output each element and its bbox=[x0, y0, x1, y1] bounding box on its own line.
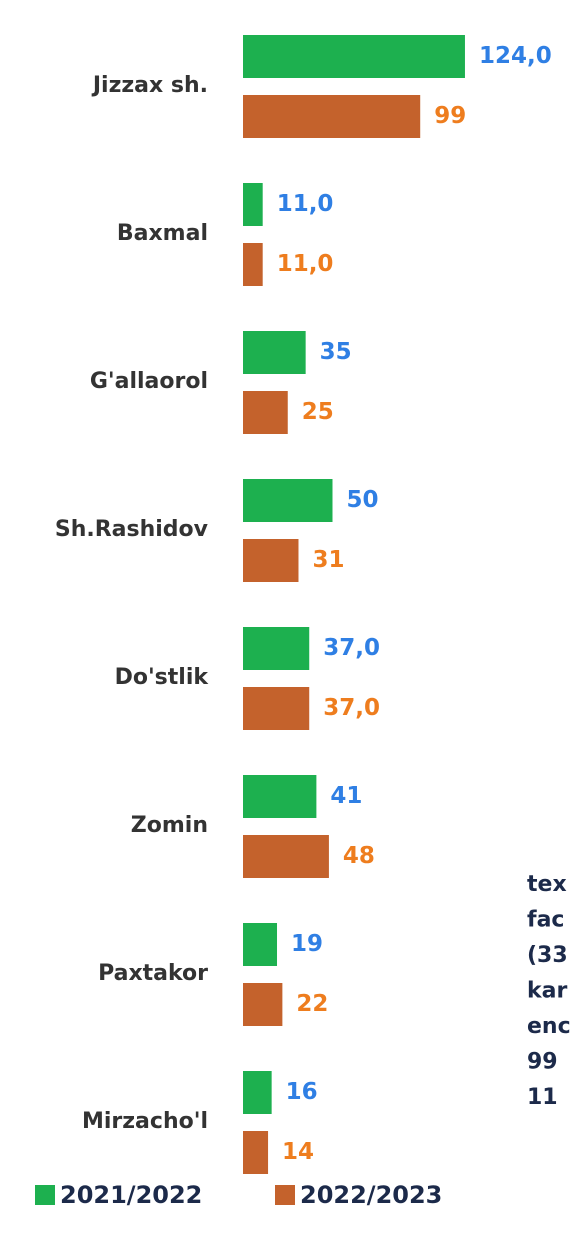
bar bbox=[243, 1071, 272, 1114]
value-label: 19 bbox=[291, 931, 323, 957]
value-label: 22 bbox=[296, 991, 328, 1017]
value-label: 31 bbox=[312, 547, 344, 573]
bar bbox=[243, 391, 288, 434]
text-fragment: kar bbox=[527, 979, 567, 1004]
category-label: Do'stlik bbox=[115, 665, 210, 690]
value-label: 124,0 bbox=[479, 43, 552, 69]
bar bbox=[243, 183, 263, 226]
bar bbox=[243, 687, 310, 730]
legend-swatch bbox=[275, 1185, 295, 1205]
value-label: 25 bbox=[302, 399, 334, 425]
legend-label: 2022/2023 bbox=[300, 1181, 442, 1209]
text-fragment: fac bbox=[527, 908, 564, 933]
value-label: 16 bbox=[286, 1079, 318, 1105]
category-label: Jizzax sh. bbox=[91, 73, 208, 98]
category-label: Mirzacho'l bbox=[82, 1109, 208, 1134]
value-label: 14 bbox=[282, 1139, 314, 1165]
value-label: 11,0 bbox=[277, 251, 334, 277]
bar bbox=[243, 983, 283, 1026]
legend-swatch bbox=[35, 1185, 55, 1205]
value-label: 41 bbox=[330, 783, 362, 809]
text-fragment: (33 bbox=[527, 943, 568, 968]
legend-label: 2021/2022 bbox=[60, 1181, 202, 1209]
value-label: 35 bbox=[320, 339, 352, 365]
bar bbox=[243, 95, 421, 138]
value-label: 37,0 bbox=[323, 635, 380, 661]
value-label: 48 bbox=[343, 843, 375, 869]
bar bbox=[243, 923, 278, 966]
value-label: 99 bbox=[434, 103, 466, 129]
text-fragment: tex bbox=[527, 872, 567, 897]
bar bbox=[243, 835, 329, 878]
bar bbox=[243, 539, 299, 582]
value-label: 37,0 bbox=[323, 695, 380, 721]
category-label: Sh.Rashidov bbox=[55, 517, 209, 542]
text-fragment: enc bbox=[527, 1014, 571, 1039]
text-fragment: 99 bbox=[527, 1050, 558, 1075]
category-label: Zomin bbox=[131, 813, 208, 838]
value-label: 11,0 bbox=[277, 191, 334, 217]
bar bbox=[243, 1131, 269, 1174]
category-label: G'allaorol bbox=[90, 369, 208, 394]
bar bbox=[243, 775, 317, 818]
value-label: 50 bbox=[347, 487, 379, 513]
category-label: Paxtakor bbox=[98, 961, 208, 986]
bar bbox=[243, 627, 310, 670]
text-fragment: 11 bbox=[527, 1085, 558, 1110]
bar bbox=[243, 479, 333, 522]
bar bbox=[243, 35, 465, 78]
category-label: Baxmal bbox=[117, 221, 208, 246]
bar bbox=[243, 331, 306, 374]
bar bbox=[243, 243, 263, 286]
